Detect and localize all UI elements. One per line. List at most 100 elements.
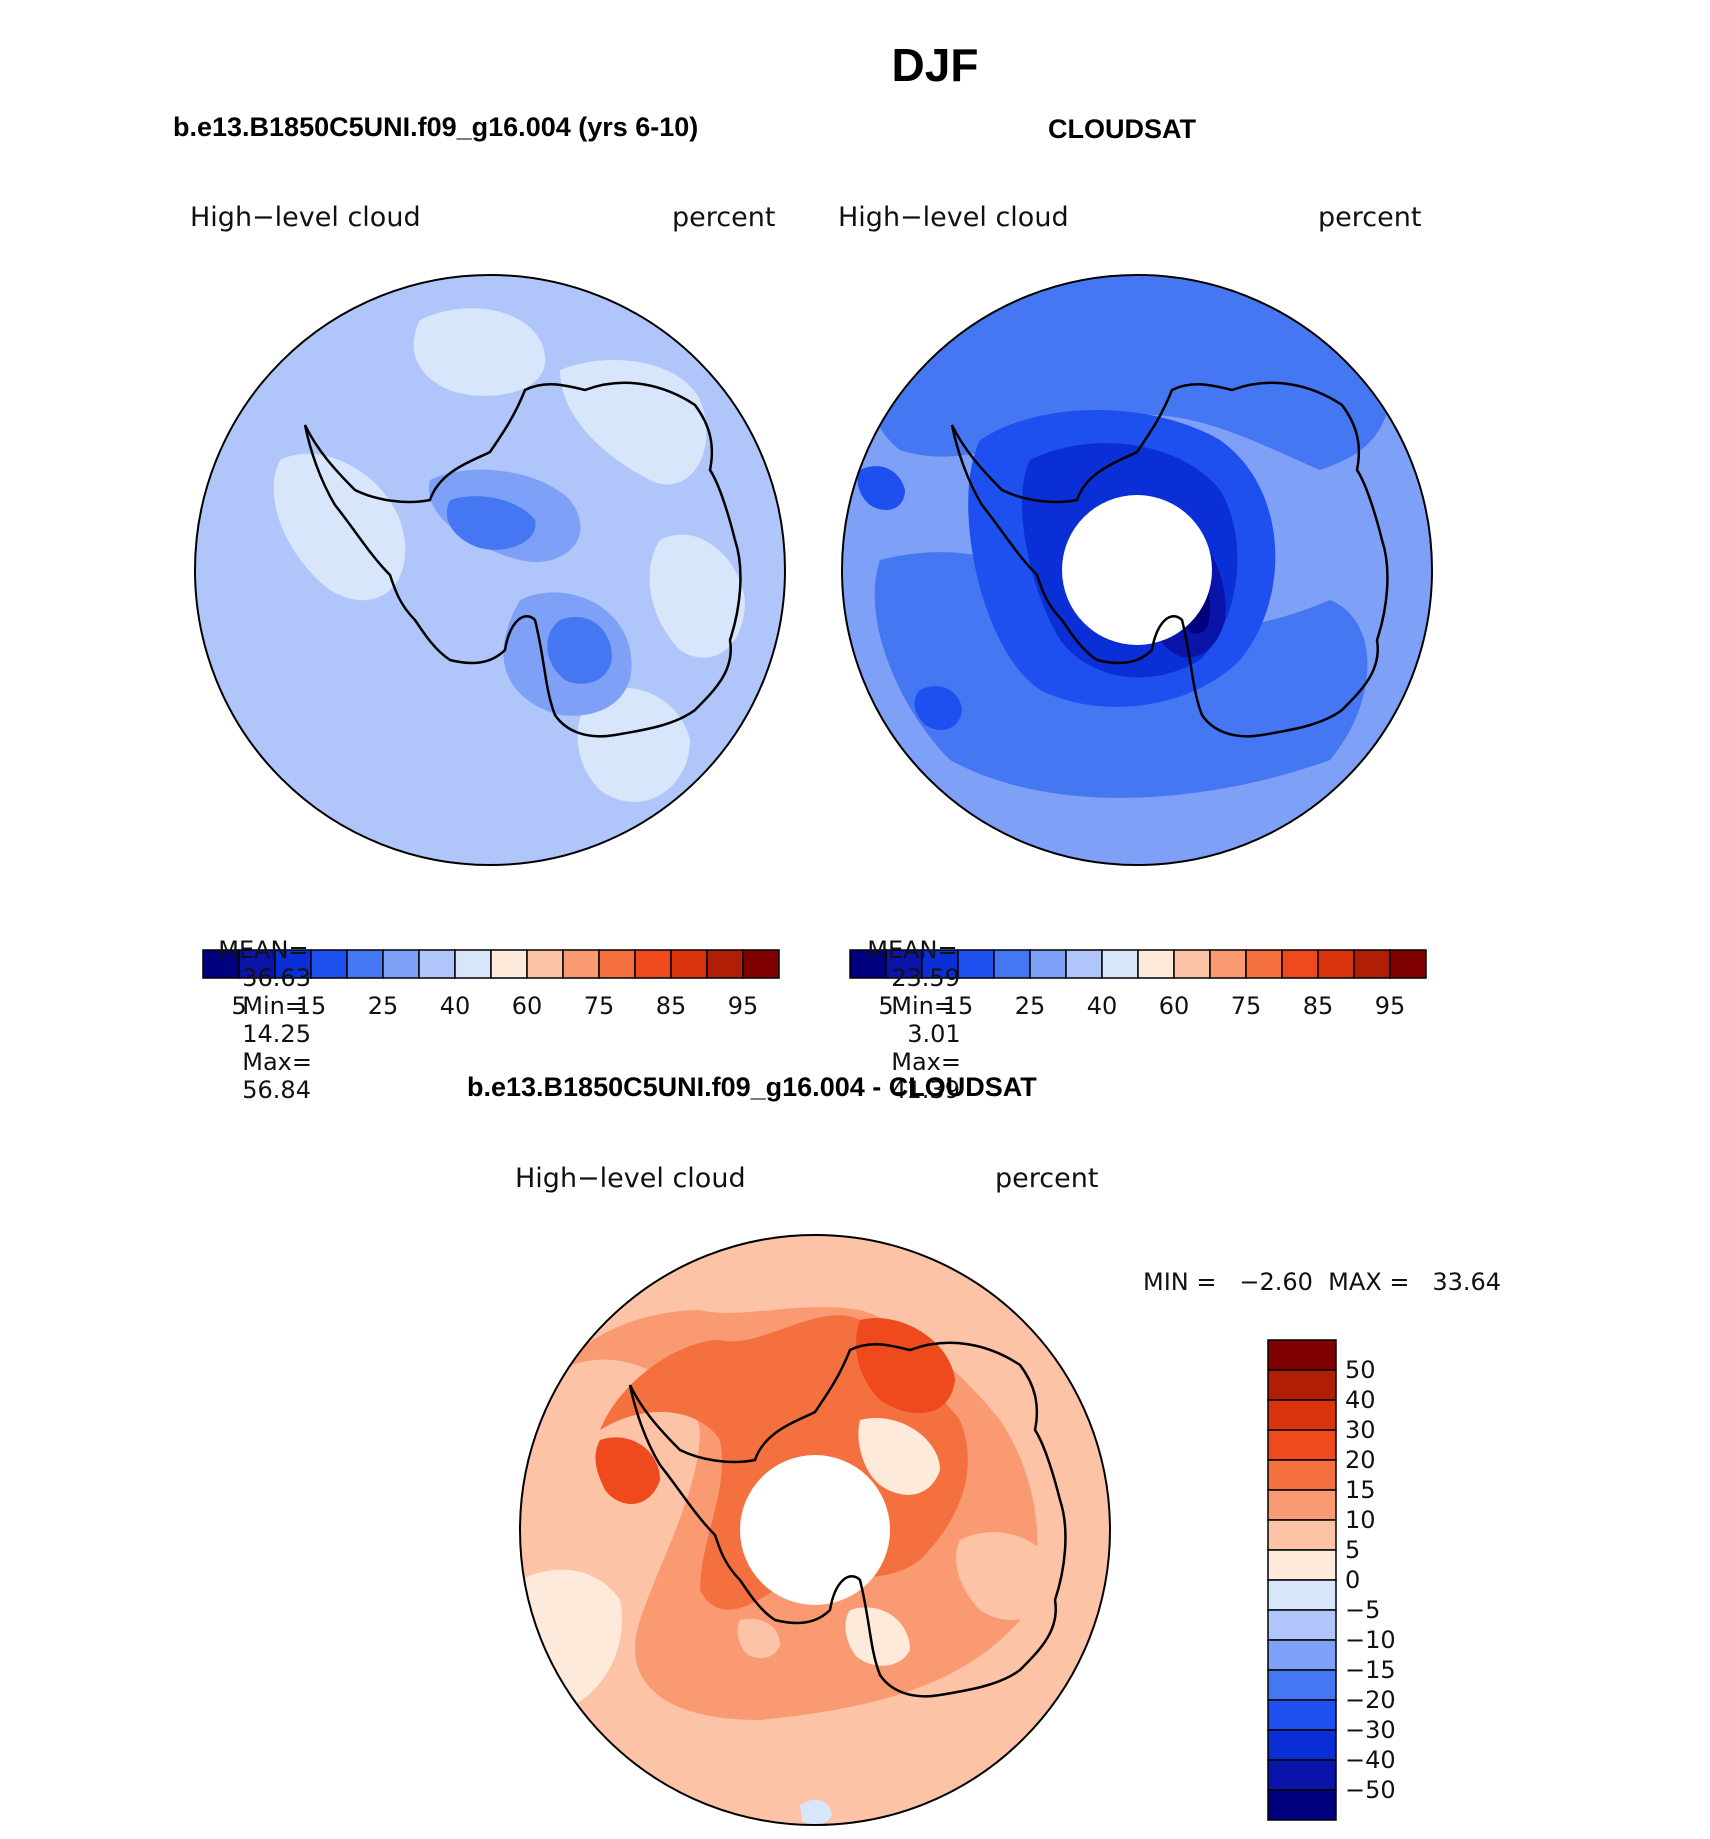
difference-colorbar xyxy=(1267,1339,1337,1821)
model-variable-label: High−level cloud xyxy=(190,202,421,233)
obs-stats: MEAN= 23.59 Min= 3.01 Max= 41.39 xyxy=(852,908,961,1104)
model-colorbar xyxy=(202,949,780,979)
colorbar-box xyxy=(1267,1609,1337,1641)
difference-title: b.e13.B1850C5UNI.f09_g16.004 - CLOUDSAT xyxy=(467,1072,1037,1102)
obs-max-value: 41.39 xyxy=(891,1076,960,1104)
colorbar-box xyxy=(1267,1579,1337,1611)
colorbar-box xyxy=(706,949,744,979)
obs-max-label: Max= xyxy=(891,1048,961,1076)
colorbar-box xyxy=(1267,1549,1337,1581)
model-colorbar-tick-label: 25 xyxy=(367,992,399,1020)
difference-colorbar-tick-label: 50 xyxy=(1345,1356,1376,1384)
colorbar-box xyxy=(1029,949,1067,979)
obs-colorbar-tick-label: 60 xyxy=(1158,992,1190,1020)
model-max-label: Max= xyxy=(242,1048,312,1076)
colorbar-box xyxy=(1065,949,1103,979)
difference-colorbar-tick-label: 40 xyxy=(1345,1386,1376,1414)
obs-min-label: Min= xyxy=(891,992,954,1020)
model-colorbar-tick-label: 15 xyxy=(295,992,327,1020)
difference-colorbar-tick-label: −40 xyxy=(1345,1746,1396,1774)
colorbar-box xyxy=(1173,949,1211,979)
obs-colorbar-tick-label: 25 xyxy=(1014,992,1046,1020)
colorbar-box xyxy=(1353,949,1391,979)
colorbar-box xyxy=(238,949,276,979)
colorbar-box xyxy=(1245,949,1283,979)
model-colorbar-tick-label: 40 xyxy=(439,992,471,1020)
colorbar-box xyxy=(1317,949,1355,979)
model-min-value: 14.25 xyxy=(242,1020,311,1048)
colorbar-box xyxy=(742,949,780,979)
difference-colorbar-tick-label: 5 xyxy=(1345,1536,1361,1564)
colorbar-box xyxy=(1267,1789,1337,1821)
model-panel-title: b.e13.B1850C5UNI.f09_g16.004 (yrs 6-10) xyxy=(173,112,699,142)
difference-colorbar-tick-label: 0 xyxy=(1345,1566,1361,1594)
obs-colorbar-tick-label: 5 xyxy=(878,992,894,1020)
colorbar-box xyxy=(1267,1699,1337,1731)
difference-colorbar-tick-label: 20 xyxy=(1345,1446,1376,1474)
colorbar-box xyxy=(274,949,312,979)
colorbar-box xyxy=(346,949,384,979)
difference-colorbar-tick-label: 30 xyxy=(1345,1416,1376,1444)
model-mean-value: 36.63 xyxy=(242,964,311,992)
colorbar-box xyxy=(1267,1669,1337,1701)
obs-map-border xyxy=(841,274,1433,866)
difference-map xyxy=(520,1235,1110,1825)
colorbar-box xyxy=(1101,949,1139,979)
obs-colorbar-tick-label: 85 xyxy=(1302,992,1334,1020)
difference-units-label: percent xyxy=(995,1163,1099,1194)
model-colorbar-tick-label: 95 xyxy=(727,992,759,1020)
difference-colorbar-tick-label: −5 xyxy=(1345,1596,1381,1624)
colorbar-box xyxy=(454,949,492,979)
colorbar-box xyxy=(562,949,600,979)
colorbar-box xyxy=(1281,949,1319,979)
colorbar-box xyxy=(598,949,636,979)
colorbar-box xyxy=(1267,1339,1337,1371)
model-colorbar-tick-label: 75 xyxy=(583,992,615,1020)
difference-colorbar-tick-label: −10 xyxy=(1345,1626,1396,1654)
obs-units-label: percent xyxy=(1318,202,1422,233)
model-colorbar-tick-label: 85 xyxy=(655,992,687,1020)
difference-colorbar-tick-label: 15 xyxy=(1345,1476,1376,1504)
obs-colorbar-tick-label: 15 xyxy=(942,992,974,1020)
colorbar-box xyxy=(1267,1459,1337,1491)
obs-colorbar-tick-label: 75 xyxy=(1230,992,1262,1020)
obs-min-value: 3.01 xyxy=(907,1020,961,1048)
model-mean-label: MEAN= xyxy=(218,936,309,964)
model-min-label: Min= xyxy=(242,992,305,1020)
model-colorbar-tick-label: 5 xyxy=(231,992,247,1020)
difference-map-border xyxy=(519,1234,1111,1826)
model-stats: MEAN= 36.63 Min= 14.25 Max= 56.84 xyxy=(203,908,312,1104)
obs-colorbar xyxy=(849,949,1427,979)
colorbar-box xyxy=(1267,1429,1337,1461)
difference-colorbar-tick-label: −20 xyxy=(1345,1686,1396,1714)
colorbar-box xyxy=(1389,949,1427,979)
colorbar-box xyxy=(1267,1519,1337,1551)
obs-mean-label: MEAN= xyxy=(867,936,958,964)
obs-colorbar-tick-label: 40 xyxy=(1086,992,1118,1020)
colorbar-box xyxy=(1267,1369,1337,1401)
season-title: DJF xyxy=(891,39,979,91)
colorbar-box xyxy=(957,949,995,979)
colorbar-box xyxy=(490,949,528,979)
model-map-border xyxy=(194,274,786,866)
difference-colorbar-tick-label: −15 xyxy=(1345,1656,1396,1684)
colorbar-box xyxy=(993,949,1031,979)
difference-colorbar-tick-label: −50 xyxy=(1345,1776,1396,1804)
difference-colorbar-tick-label: 10 xyxy=(1345,1506,1376,1534)
colorbar-box xyxy=(418,949,456,979)
difference-minmax: MIN = −2.60 MAX = 33.64 xyxy=(1143,1268,1502,1296)
colorbar-box xyxy=(382,949,420,979)
colorbar-box xyxy=(526,949,564,979)
colorbar-box xyxy=(1267,1639,1337,1671)
obs-map xyxy=(842,275,1432,865)
obs-mean-value: 23.59 xyxy=(891,964,960,992)
model-units-label: percent xyxy=(672,202,776,233)
colorbar-box xyxy=(1137,949,1175,979)
obs-panel-title: CLOUDSAT xyxy=(1048,114,1196,144)
colorbar-box xyxy=(310,949,348,979)
colorbar-box xyxy=(885,949,923,979)
colorbar-box xyxy=(634,949,672,979)
colorbar-box xyxy=(1267,1759,1337,1791)
colorbar-box xyxy=(1209,949,1247,979)
